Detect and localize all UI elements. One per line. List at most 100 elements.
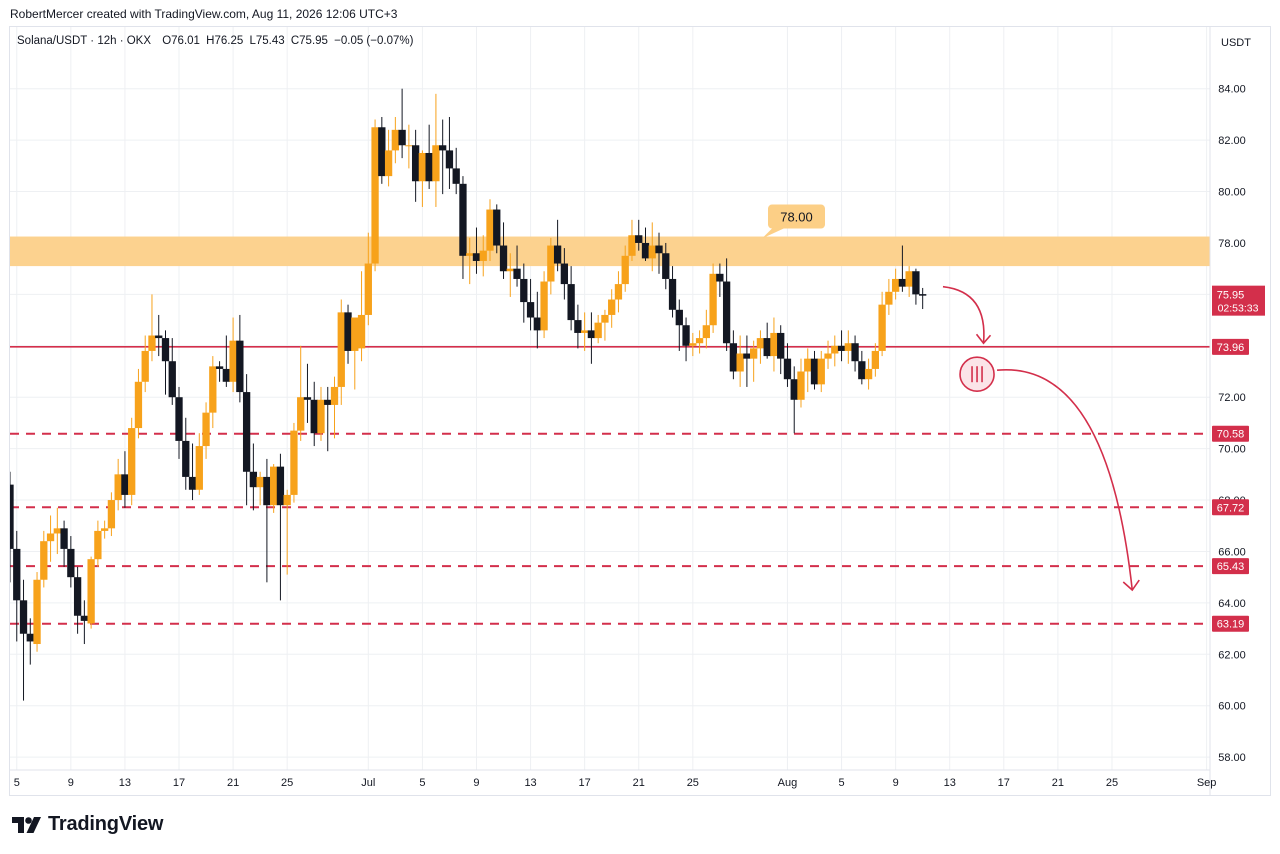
x-tick-label: 13 — [119, 777, 131, 789]
candle — [371, 119, 379, 272]
candle-body — [743, 353, 751, 359]
candle — [648, 222, 656, 272]
candle-body — [831, 345, 839, 354]
candle — [175, 386, 183, 459]
candle — [466, 237, 474, 285]
candle-body — [486, 209, 494, 251]
x-tick-label: 17 — [173, 777, 185, 789]
candle-body — [276, 466, 285, 506]
level-badge — [1212, 338, 1249, 355]
tradingview-logo[interactable]: TradingView — [12, 813, 163, 836]
candle-body — [405, 145, 413, 147]
candle-body — [148, 335, 156, 351]
candle — [337, 299, 345, 405]
candle — [567, 266, 575, 331]
y-tick-label: 60.00 — [1218, 701, 1246, 713]
candle — [912, 268, 920, 305]
candle — [425, 124, 433, 189]
candle — [898, 245, 907, 292]
candle-body — [716, 273, 724, 282]
candle — [594, 314, 602, 344]
level-badge — [1212, 425, 1249, 442]
candle-body — [655, 245, 663, 254]
candle — [668, 266, 677, 318]
candle-body — [770, 332, 778, 357]
candle-body — [567, 284, 575, 321]
candle-body — [107, 500, 116, 529]
legend-symbol[interactable]: Solana/USDT · 12h · OKX — [17, 35, 152, 47]
candle — [662, 242, 670, 290]
candle — [26, 618, 34, 665]
candle-body — [398, 129, 406, 146]
projection-arrow-2 — [996, 369, 1134, 591]
candle-body — [19, 600, 28, 634]
candle-body — [898, 278, 907, 287]
x-tick-label: Jul — [361, 777, 375, 789]
candle — [878, 291, 886, 357]
candle — [330, 376, 339, 439]
candle — [439, 119, 447, 195]
candle-body — [371, 127, 379, 264]
candle-body — [668, 278, 677, 310]
candle-body — [682, 325, 690, 346]
candle — [297, 345, 305, 441]
candle-body — [452, 168, 460, 184]
candle — [635, 219, 643, 251]
candle-body — [858, 361, 866, 380]
candle-body — [695, 338, 704, 344]
candle — [87, 556, 95, 629]
candle — [40, 530, 48, 588]
candle — [770, 317, 778, 372]
candle-body — [783, 358, 792, 380]
candle-body — [506, 268, 514, 272]
candle — [756, 330, 765, 364]
candle — [837, 330, 846, 362]
candle — [182, 417, 190, 490]
candle-body — [222, 368, 230, 382]
level-label: 70.58 — [1217, 429, 1245, 441]
candle-body — [540, 281, 548, 331]
legend-low: L75.43 — [249, 35, 285, 47]
candle-body — [493, 209, 501, 246]
candle-body — [46, 533, 55, 542]
candle — [472, 227, 481, 274]
candle-body — [824, 353, 832, 359]
candle-body — [87, 559, 95, 624]
candle-body — [466, 253, 474, 256]
candle — [587, 312, 596, 364]
candle — [641, 227, 650, 261]
candle-body — [587, 330, 596, 339]
candle-body — [878, 304, 886, 351]
candle — [411, 129, 420, 202]
candle-body — [242, 392, 251, 472]
candle-body — [797, 371, 805, 400]
candle-body — [317, 399, 325, 434]
candle — [188, 443, 197, 501]
candle-body — [729, 343, 738, 372]
candle — [736, 335, 744, 387]
candle-body — [608, 299, 616, 315]
candle-body — [722, 281, 731, 344]
candle — [864, 358, 873, 390]
y-tick-label: 84.00 — [1218, 84, 1246, 96]
candle-body — [439, 145, 447, 151]
candle — [276, 453, 285, 601]
candle — [513, 245, 521, 287]
candle-body — [675, 309, 683, 326]
candle — [107, 492, 116, 537]
candle — [324, 386, 332, 452]
candle-body — [844, 343, 852, 351]
candle-body — [648, 245, 656, 259]
x-tick-label: 5 — [14, 777, 20, 789]
level-label: 73.96 — [1217, 342, 1245, 354]
level-badge — [1212, 558, 1249, 575]
wave-three-marker-icon — [959, 356, 995, 393]
candle — [94, 520, 102, 567]
candle — [858, 350, 866, 385]
tradingview-logo-icon — [12, 816, 41, 833]
candle — [236, 314, 244, 403]
candle-body — [702, 325, 710, 339]
candle-body — [33, 579, 41, 645]
candle — [215, 361, 224, 382]
